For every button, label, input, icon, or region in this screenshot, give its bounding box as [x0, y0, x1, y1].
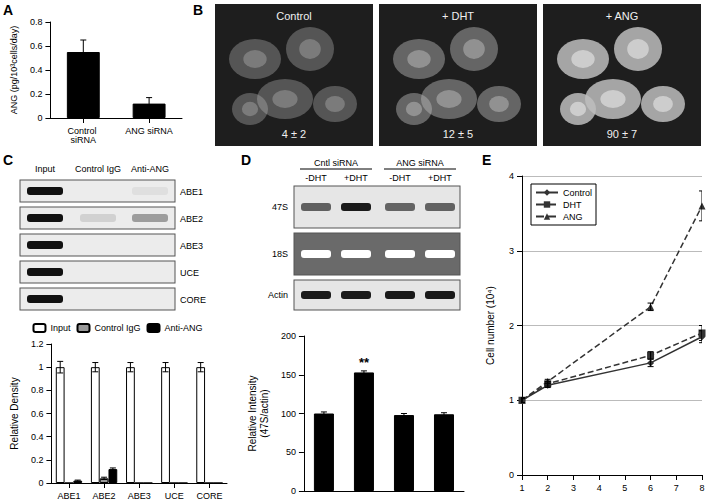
html-text:E: E — [482, 152, 492, 168]
svg-text:1: 1 — [509, 395, 514, 405]
svg-text:ABE2: ABE2 — [180, 214, 203, 224]
svg-text:Anti-ANG: Anti-ANG — [165, 323, 203, 333]
svg-text:6: 6 — [648, 483, 653, 493]
svg-text:+DHT: +DHT — [344, 173, 368, 183]
svg-text:Control: Control — [67, 125, 100, 136]
svg-text:Input: Input — [35, 164, 56, 174]
svg-text:Control IgG: Control IgG — [94, 323, 140, 333]
html-text:B: B — [193, 2, 204, 18]
svg-text:1: 1 — [38, 362, 43, 372]
svg-text:0: 0 — [38, 478, 43, 488]
svg-text:Actin: Actin — [268, 290, 288, 300]
svg-text:1.2: 1.2 — [31, 339, 44, 349]
svg-text:**: ** — [359, 355, 370, 370]
svg-text:Cntl siRNA: Cntl siRNA — [314, 158, 358, 168]
svg-text:DHT: DHT — [563, 200, 582, 210]
svg-text:+ ANG: + ANG — [606, 10, 639, 22]
svg-text:UCE: UCE — [165, 491, 184, 501]
svg-text:CORE: CORE — [196, 491, 222, 501]
svg-text:UCE: UCE — [180, 268, 199, 278]
svg-text:ABE1: ABE1 — [180, 187, 203, 197]
svg-text:4: 4 — [597, 483, 602, 493]
svg-text:0.2: 0.2 — [31, 455, 44, 465]
svg-text:Anti-ANG: Anti-ANG — [131, 164, 169, 174]
svg-text:ABE3: ABE3 — [128, 491, 151, 501]
svg-text:ANG (pg/10³cells/day): ANG (pg/10³cells/day) — [9, 26, 19, 115]
html-text:A: A — [3, 2, 14, 18]
svg-text:47S: 47S — [272, 202, 288, 212]
svg-text:4: 4 — [509, 171, 514, 181]
svg-text:2: 2 — [545, 483, 550, 493]
svg-text:3: 3 — [509, 246, 514, 256]
svg-text:0.4: 0.4 — [31, 432, 44, 442]
svg-text:0: 0 — [291, 486, 296, 496]
svg-text:5: 5 — [622, 483, 627, 493]
svg-text:2: 2 — [509, 321, 514, 331]
svg-text:siRNA: siRNA — [71, 135, 97, 145]
svg-text:0.4: 0.4 — [30, 65, 43, 75]
svg-text:200: 200 — [281, 331, 296, 341]
svg-text:CORE: CORE — [180, 295, 206, 305]
svg-text:1: 1 — [519, 483, 524, 493]
svg-text:0: 0 — [37, 113, 42, 123]
svg-text:4 ± 2: 4 ± 2 — [282, 128, 306, 140]
html-text:D: D — [241, 152, 252, 168]
svg-text:0.8: 0.8 — [30, 17, 43, 27]
svg-text:8: 8 — [699, 483, 704, 493]
svg-text:+ DHT: + DHT — [442, 10, 474, 22]
svg-text:Control IgG: Control IgG — [75, 164, 121, 174]
svg-text:0: 0 — [509, 470, 514, 480]
svg-text:150: 150 — [281, 370, 296, 380]
svg-text:7: 7 — [674, 483, 679, 493]
svg-text:100: 100 — [281, 409, 296, 419]
svg-text:ABE1: ABE1 — [57, 491, 80, 501]
svg-text:-DHT: -DHT — [389, 173, 411, 183]
svg-text:0.8: 0.8 — [31, 385, 44, 395]
svg-text:ABE2: ABE2 — [93, 491, 116, 501]
svg-text:3: 3 — [571, 483, 576, 493]
svg-text:Relative Intensity: Relative Intensity — [247, 375, 258, 451]
svg-text:Control: Control — [276, 10, 311, 22]
svg-text:Relative Density: Relative Density — [9, 377, 20, 449]
svg-text:ANG siRNA: ANG siRNA — [396, 158, 444, 168]
svg-text:0.6: 0.6 — [30, 41, 43, 51]
svg-text:Cell number (10⁴): Cell number (10⁴) — [485, 286, 496, 365]
svg-text:90 ± 7: 90 ± 7 — [607, 128, 638, 140]
svg-text:+DHT: +DHT — [428, 173, 452, 183]
svg-text:0.2: 0.2 — [30, 89, 43, 99]
svg-text:Input: Input — [50, 323, 71, 333]
svg-text:ANG siRNA: ANG siRNA — [125, 126, 173, 136]
svg-text:Control: Control — [563, 188, 592, 198]
svg-text:-DHT: -DHT — [305, 173, 327, 183]
svg-text:18S: 18S — [272, 249, 288, 259]
svg-text:12 ± 5: 12 ± 5 — [443, 128, 474, 140]
html-text:C: C — [3, 152, 14, 168]
svg-text:(47S/actin): (47S/actin) — [259, 389, 270, 437]
svg-text:0.6: 0.6 — [31, 409, 44, 419]
svg-text:ABE3: ABE3 — [180, 241, 203, 251]
svg-text:50: 50 — [286, 447, 296, 457]
svg-text:ANG: ANG — [563, 212, 583, 222]
